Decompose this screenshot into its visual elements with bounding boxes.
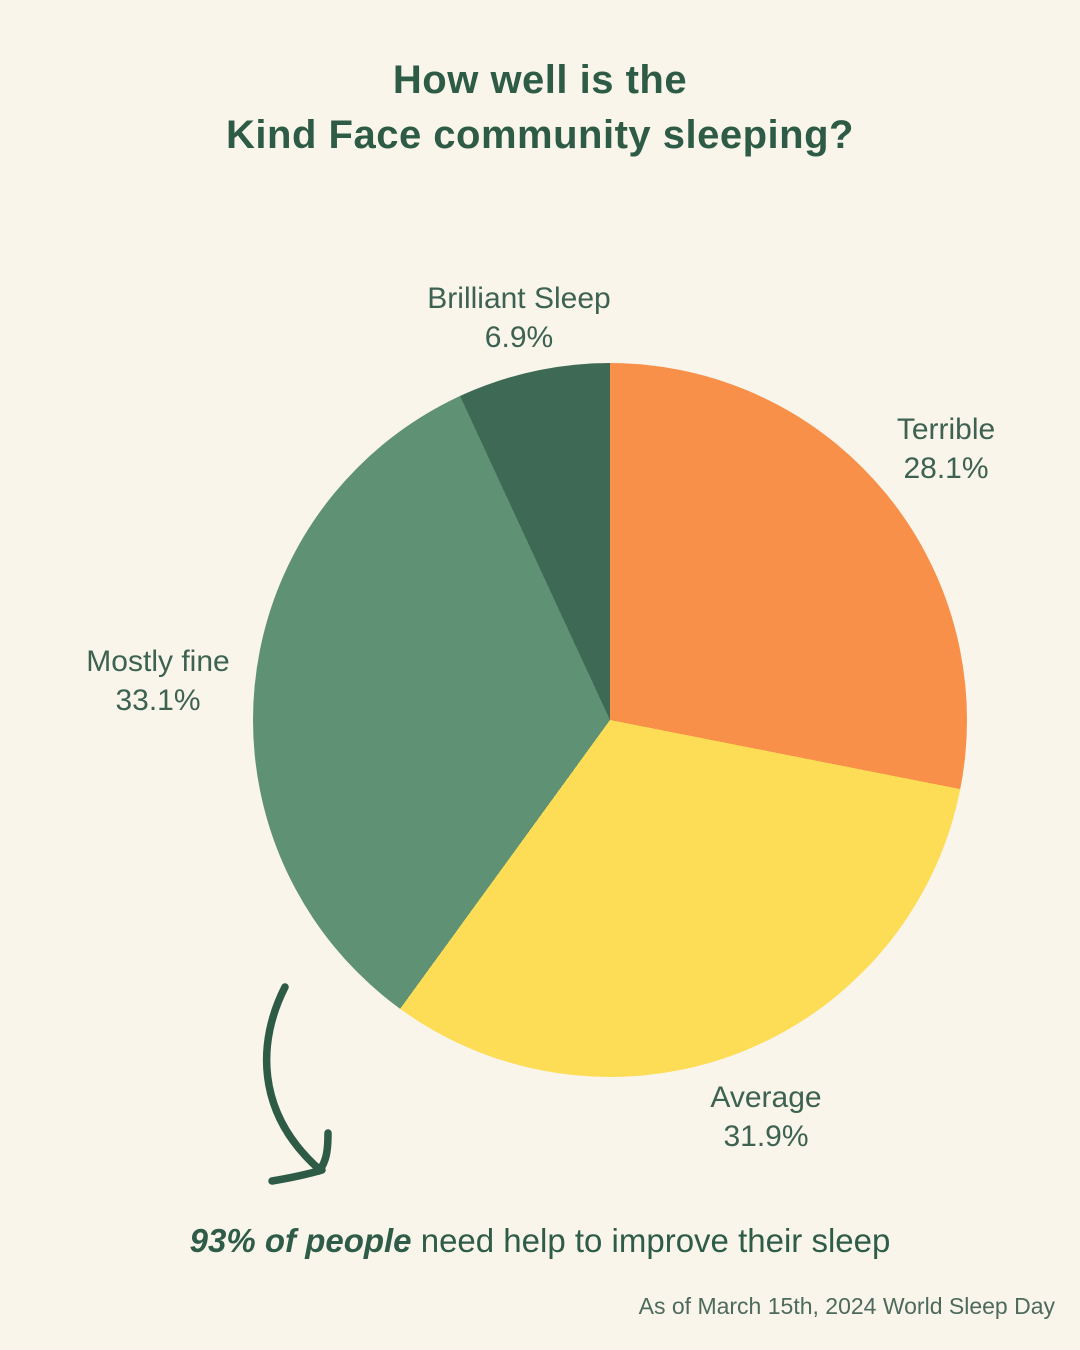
curved-arrow-icon: [262, 983, 332, 1185]
slice-name: Mostly fine: [86, 645, 230, 678]
pie-chart: [253, 363, 967, 1077]
slice-name: Terrible: [896, 413, 996, 446]
slice-label-average: Average 31.9%: [710, 1078, 821, 1156]
slice-percent: 28.1%: [903, 452, 989, 485]
title-line-1: How well is the: [392, 58, 688, 102]
page-title: How well is the Kind Face community slee…: [0, 53, 1080, 163]
source-date-note: As of March 15th, 2024 World Sleep Day: [638, 1293, 1055, 1319]
slice-percent: 6.9%: [484, 321, 554, 354]
slice-label-terrible: Terrible 28.1%: [897, 410, 995, 488]
slice-label-mostly-fine: Mostly fine 33.1%: [86, 642, 229, 720]
slice-percent: 33.1%: [115, 684, 201, 717]
slice-percent: 31.9%: [723, 1120, 809, 1153]
slice-name: Average: [710, 1081, 822, 1114]
statement-highlight: 93% of people: [189, 1222, 412, 1259]
title-line-2: Kind Face community sleeping?: [226, 113, 854, 157]
slice-label-brilliant-sleep: Brilliant Sleep 6.9%: [427, 279, 610, 357]
key-insight-statement: 93% of people need help to improve their…: [0, 1220, 1080, 1262]
slice-name: Brilliant Sleep: [427, 282, 611, 315]
statement-rest: need help to improve their sleep: [411, 1222, 891, 1259]
